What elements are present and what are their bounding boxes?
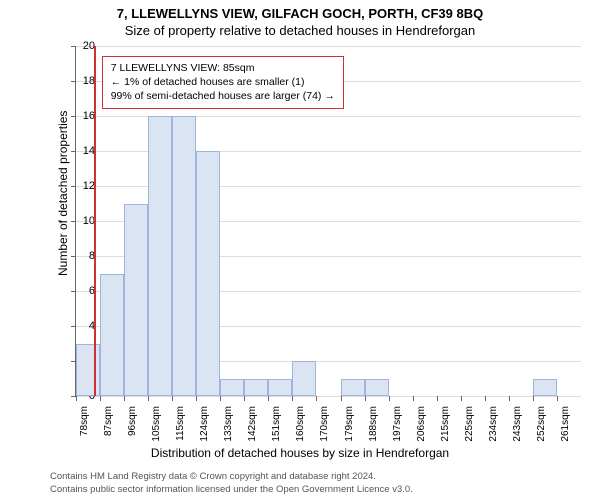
histogram-bar [76,344,100,397]
xtick-mark [461,396,462,401]
xtick-mark [172,396,173,401]
ytick-label: 12 [67,180,95,192]
reference-line [94,46,96,396]
annotation-box: 7 LLEWELLYNS VIEW: 85sqm← 1% of detached… [102,56,344,109]
histogram-bar [172,116,196,396]
chart-container: Number of detached properties 0246810121… [50,46,580,426]
xtick-mark [437,396,438,401]
xtick-mark [316,396,317,401]
xtick-mark [292,396,293,401]
annotation-line: 7 LLEWELLYNS VIEW: 85sqm [111,61,335,75]
x-axis-label: Distribution of detached houses by size … [0,446,600,460]
xtick-mark [124,396,125,401]
ytick-label: 6 [67,285,95,297]
xtick-mark [196,396,197,401]
xtick-mark [268,396,269,401]
xtick-mark [341,396,342,401]
xtick-mark [148,396,149,401]
xtick-mark [413,396,414,401]
footer-line-2: Contains public sector information licen… [50,484,580,496]
ytick-label: 18 [67,75,95,87]
xtick-mark [389,396,390,401]
xtick-mark [509,396,510,401]
gridline [76,46,581,47]
xtick-mark [557,396,558,401]
ytick-label: 10 [67,215,95,227]
histogram-bar [196,151,220,396]
histogram-bar [244,379,268,397]
histogram-bar [100,274,124,397]
histogram-bar [220,379,244,397]
xtick-mark [100,396,101,401]
ytick-label: 8 [67,250,95,262]
ytick-label: 16 [67,110,95,122]
title-main: 7, LLEWELLYNS VIEW, GILFACH GOCH, PORTH,… [0,0,600,21]
xtick-mark [365,396,366,401]
histogram-bar [268,379,292,397]
xtick-mark [76,396,77,401]
histogram-bar [124,204,148,397]
ytick-label: 4 [67,320,95,332]
histogram-bar [292,361,316,396]
annotation-line: 99% of semi-detached houses are larger (… [111,89,335,103]
ytick-label: 14 [67,145,95,157]
plot-area: 0246810121416182078sqm87sqm96sqm105sqm11… [75,46,581,397]
histogram-bar [533,379,557,397]
ytick-label: 20 [67,40,95,52]
histogram-bar [148,116,172,396]
gridline [76,396,581,397]
footer-line-1: Contains HM Land Registry data © Crown c… [50,471,580,483]
xtick-mark [485,396,486,401]
footer-attribution: Contains HM Land Registry data © Crown c… [50,471,580,496]
histogram-bar [365,379,389,397]
histogram-bar [341,379,365,397]
xtick-mark [244,396,245,401]
annotation-line: ← 1% of detached houses are smaller (1) [111,75,335,89]
xtick-mark [533,396,534,401]
title-sub: Size of property relative to detached ho… [0,21,600,38]
xtick-mark [220,396,221,401]
